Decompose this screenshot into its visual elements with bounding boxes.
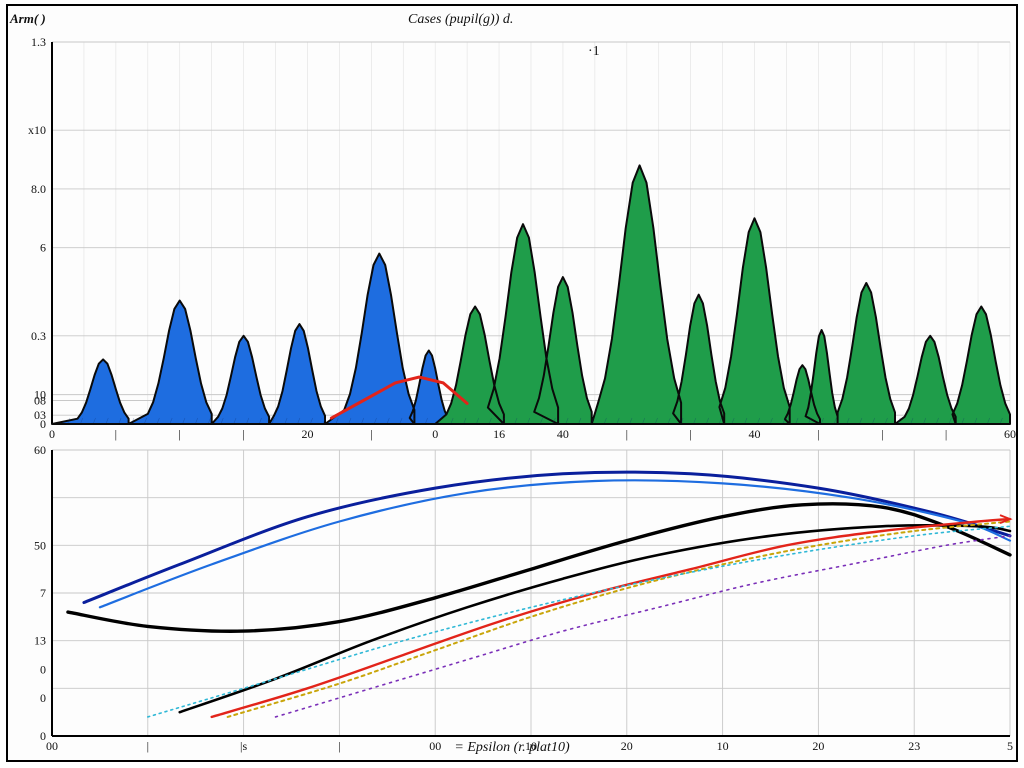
svg-text:50: 50 [34,538,46,552]
svg-text:40: 40 [557,427,569,441]
svg-text:|: | [370,427,372,441]
curve-black2 [180,525,1010,712]
svg-text:|: | [626,427,628,441]
chart-frame: Arm( ) Cases (pupil(g)) d. ·1 00308100.3… [6,4,1018,762]
svg-text:|: | [242,427,244,441]
svg-text:|: | [115,427,117,441]
svg-text:6: 6 [40,241,46,255]
svg-text:0: 0 [40,691,46,705]
svg-text:1.3: 1.3 [31,35,46,49]
svg-text:40: 40 [749,427,761,441]
svg-text:03: 03 [34,408,46,422]
bottom-chart-svg: 000137506000||s|0010201020235 [52,450,1010,754]
svg-text:0: 0 [49,427,55,441]
curve-black-main [68,504,1010,631]
svg-text:20: 20 [301,427,313,441]
top-ylabel: Arm( ) [10,10,54,28]
top-ylabel-text: Arm( ) [10,11,46,26]
svg-text:13: 13 [34,634,46,648]
svg-text:10: 10 [34,388,46,402]
svg-text:8.0: 8.0 [31,182,46,196]
svg-text:0.3: 0.3 [31,329,46,343]
svg-text:60: 60 [1004,427,1016,441]
svg-text:|: | [179,427,181,441]
top-chart-svg: 00308100.368.0x101.30|||20|01640||40|||6… [52,42,1010,442]
svg-text:|: | [881,427,883,441]
top-title: Cases (pupil(g)) d. [408,12,513,28]
svg-text:|: | [945,427,947,441]
svg-text:60: 60 [34,443,46,457]
bottom-xlabel: = Epsilon (r. plat10) [8,740,1016,756]
svg-text:x10: x10 [28,123,46,137]
svg-text:7: 7 [40,586,46,600]
curve-red-curve [212,519,1010,717]
svg-text:16: 16 [493,427,505,441]
svg-text:0: 0 [432,427,438,441]
svg-text:|: | [689,427,691,441]
svg-text:|: | [817,427,819,441]
svg-text:0: 0 [40,662,46,676]
curve-purple-dots [276,536,1010,717]
